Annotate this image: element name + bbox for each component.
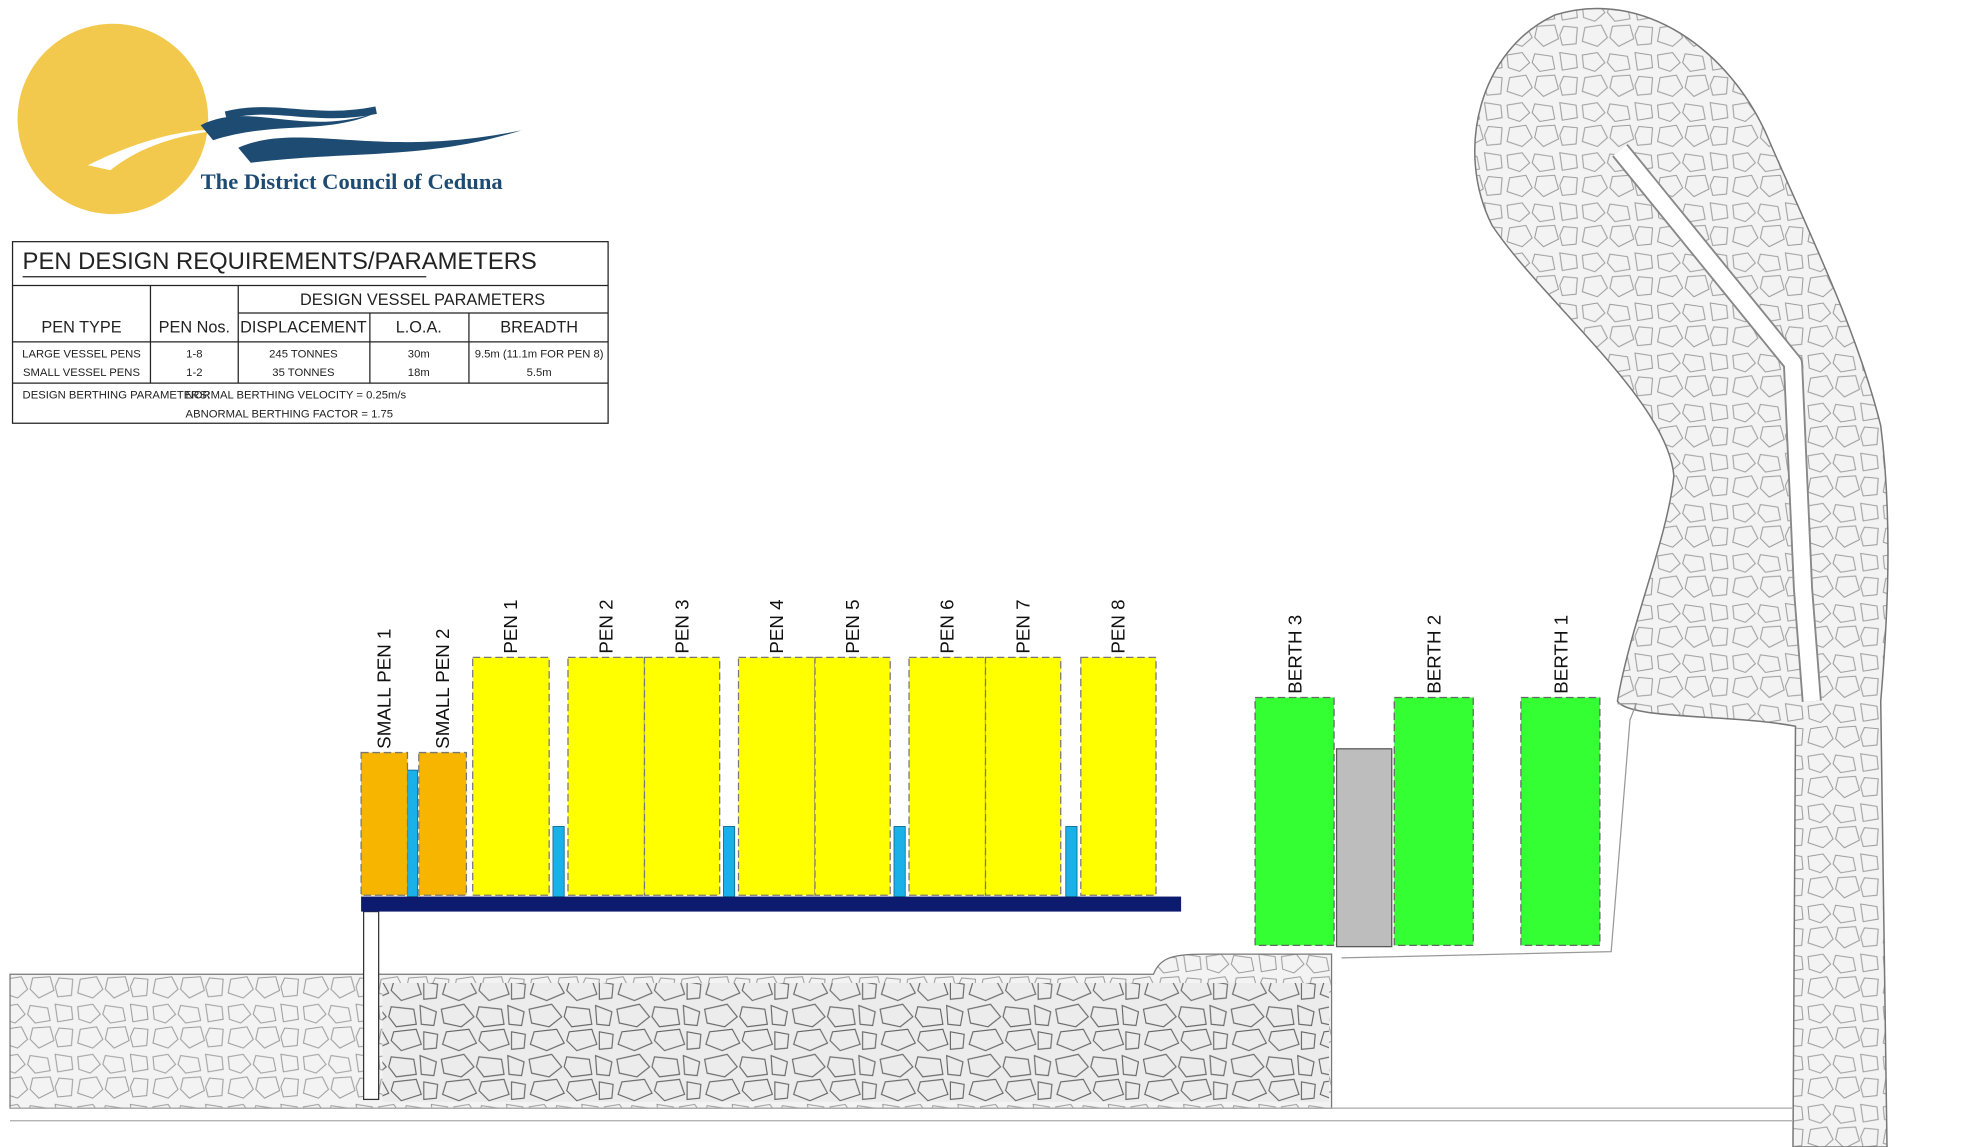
- table-cell: 30m: [408, 348, 430, 360]
- pen-label: PEN 7: [1012, 599, 1033, 653]
- table-cell: 18m: [408, 367, 430, 379]
- table-cell: 5.5m: [527, 367, 552, 379]
- pen: [419, 753, 467, 896]
- table-cell: LARGE VESSEL PENS: [22, 348, 141, 360]
- group-header: DESIGN VESSEL PARAMETERS: [300, 291, 545, 309]
- pen-label: PEN 8: [1108, 599, 1129, 653]
- pen-label: PEN 4: [766, 599, 787, 653]
- pen-label: SMALL PEN 2: [432, 628, 453, 748]
- pen: [909, 657, 985, 895]
- pen: [739, 657, 815, 895]
- table-title: PEN DESIGN REQUIREMENTS/PARAMETERS: [23, 248, 537, 275]
- pen: [986, 657, 1061, 895]
- column-header: PEN TYPE: [41, 318, 121, 336]
- berth: [1394, 697, 1473, 945]
- breakwater: [1475, 8, 1888, 1147]
- revetment-core: [382, 983, 1329, 1102]
- pen: [473, 657, 549, 895]
- params-label: DESIGN BERTHING PARAMETERS:: [23, 390, 210, 402]
- pen-label: PEN 2: [595, 599, 616, 653]
- drawing: The District Council of Ceduna PEN DESIG…: [0, 0, 1966, 1147]
- table-cell: SMALL VESSEL PENS: [23, 367, 140, 379]
- pen: [568, 657, 644, 895]
- params-line: NORMAL BERTHING VELOCITY = 0.25m/s: [186, 390, 407, 402]
- pen-label: PEN 3: [671, 599, 692, 653]
- logo: The District Council of Ceduna: [18, 24, 522, 214]
- logo-text: The District Council of Ceduna: [201, 169, 503, 194]
- params-line: ABNORMAL BERTHING FACTOR = 1.75: [186, 408, 393, 420]
- berth-label: BERTH 2: [1424, 615, 1445, 694]
- pen-label: PEN 6: [937, 599, 958, 653]
- berth-label: BERTH 1: [1550, 615, 1571, 694]
- table-cell: 1-8: [186, 348, 202, 360]
- column-header: BREADTH: [500, 318, 578, 336]
- berth-label: BERTH 3: [1284, 615, 1305, 694]
- table-cell: 245 TONNES: [269, 348, 338, 360]
- main-pontoon: [361, 897, 1181, 912]
- column-header: DISPLACEMENT: [240, 318, 367, 336]
- pen-label: SMALL PEN 1: [374, 628, 395, 748]
- berth: [1521, 697, 1600, 945]
- access-walkway: [364, 912, 379, 1100]
- table-cell: 35 TONNES: [272, 367, 334, 379]
- pen: [815, 657, 890, 895]
- pen: [361, 753, 407, 896]
- pen-label: PEN 5: [842, 599, 863, 653]
- berth: [1255, 697, 1334, 945]
- table-cell: 1-2: [186, 367, 202, 379]
- column-header: PEN Nos.: [159, 318, 230, 336]
- pen-label: PEN 1: [500, 599, 521, 653]
- pen: [1081, 657, 1156, 895]
- gangway-pontoon: [1337, 749, 1392, 947]
- shoreline: [10, 1108, 1793, 1121]
- pen: [644, 657, 719, 895]
- table-cell: 9.5m (11.1m FOR PEN 8): [475, 348, 604, 360]
- column-header: L.O.A.: [396, 318, 442, 336]
